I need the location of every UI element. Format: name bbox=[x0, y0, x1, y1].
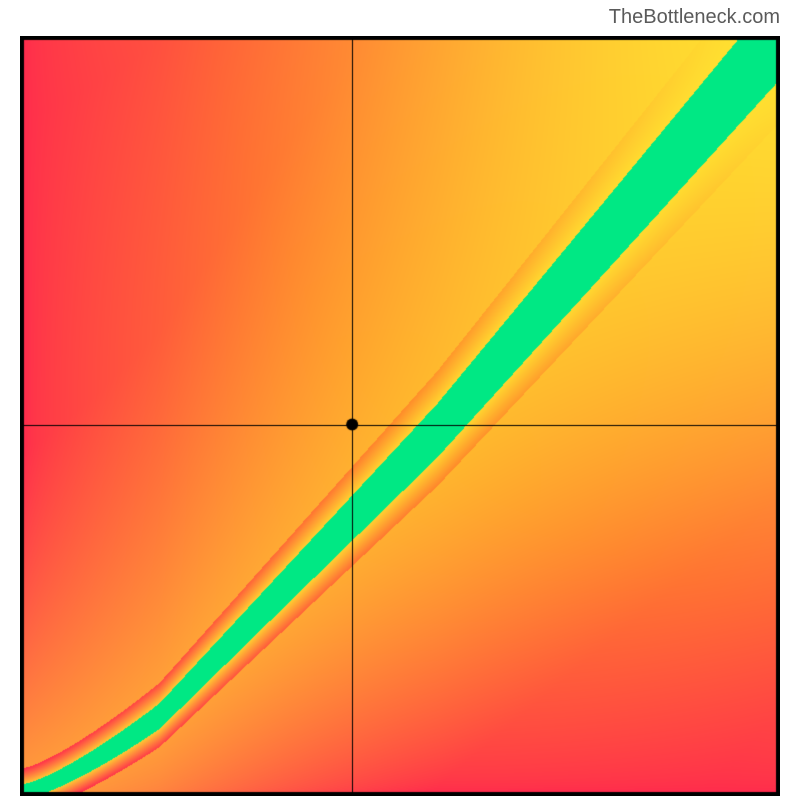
heatmap-canvas bbox=[20, 36, 780, 796]
chart-wrapper: TheBottleneck.com bbox=[0, 0, 800, 800]
watermark-text: TheBottleneck.com bbox=[609, 6, 780, 29]
bottleneck-heatmap bbox=[20, 36, 780, 796]
